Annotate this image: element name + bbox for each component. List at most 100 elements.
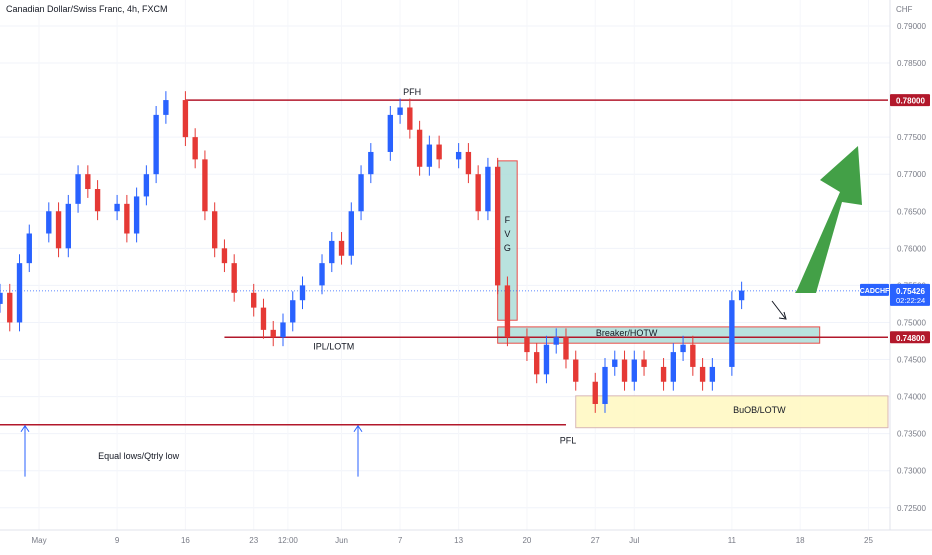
- candle-body: [602, 366, 608, 404]
- x-tick-label: 12:00: [278, 536, 299, 545]
- candle-body: [660, 366, 667, 382]
- candle-body: [407, 107, 413, 130]
- candle-body: [192, 137, 198, 160]
- candle-body: [94, 189, 101, 212]
- chart-title: Canadian Dollar/Swiss Franc, 4h, FXCM: [6, 4, 168, 14]
- y-tick-label: 0.74000: [897, 393, 926, 402]
- x-tick-label: 20: [522, 536, 531, 545]
- candle-body: [543, 344, 550, 375]
- y-tick-label: 0.76000: [897, 244, 926, 253]
- y-tick-label: 0.73500: [897, 430, 926, 439]
- candle-body: [563, 337, 569, 360]
- x-tick-label: 16: [181, 536, 190, 545]
- candle-body: [348, 211, 354, 256]
- candle-body: [280, 322, 286, 338]
- x-tick-label: 7: [398, 536, 403, 545]
- label-equal-lows: Equal lows/Qtrly low: [98, 451, 180, 461]
- candle-body: [573, 359, 579, 382]
- y-tick-label: 0.75000: [897, 318, 926, 327]
- price-tag-current: [890, 283, 930, 306]
- candle-body: [475, 174, 481, 212]
- x-tick-label: May: [31, 536, 46, 545]
- price-tag-countdown: 02:22:24: [896, 296, 925, 305]
- label-fvg-char: V: [504, 229, 510, 239]
- candle-body: [299, 285, 306, 301]
- price-tag-ipl: [890, 331, 930, 344]
- candle-body: [75, 174, 81, 204]
- candle-body: [670, 352, 677, 382]
- y-tick-label: 0.79000: [897, 22, 926, 31]
- candle-body: [436, 144, 442, 160]
- y-tick-label: 0.77000: [897, 170, 926, 179]
- candle-body: [465, 151, 472, 175]
- arrows: [20, 146, 862, 477]
- candle-body: [592, 381, 598, 404]
- x-tick-label: 25: [864, 536, 873, 545]
- candle-body: [211, 211, 218, 249]
- candle-body: [202, 159, 208, 212]
- candle-body: [553, 337, 559, 345]
- candle-body: [319, 263, 325, 286]
- candle-body: [143, 174, 150, 197]
- symbol-chip-text: CADCHF: [860, 288, 890, 295]
- symbol-chip: [860, 283, 889, 296]
- candle-body: [397, 107, 403, 115]
- candle-body: [485, 166, 491, 212]
- candle-body: [358, 174, 364, 212]
- candle-body: [26, 233, 32, 264]
- candle-body: [729, 300, 735, 367]
- candle-body: [504, 285, 511, 338]
- candle-body: [182, 100, 189, 138]
- candle-body: [231, 263, 237, 293]
- candle-body: [641, 359, 647, 367]
- equal-low-arrowhead: [20, 424, 30, 433]
- x-axis: May 9 16 23 12:00 Jun 7 13 20 27 Jul 11 18 25: [31, 536, 873, 545]
- candle-body: [153, 114, 159, 175]
- y-tick-label: 0.74500: [897, 356, 926, 365]
- x-tick-label: Jul: [629, 536, 639, 545]
- candle-body: [251, 292, 257, 308]
- candle-body: [0, 292, 3, 304]
- y-tick-label: 0.72500: [897, 504, 926, 513]
- candle-body: [338, 240, 345, 256]
- grid: [0, 25, 890, 509]
- zone-breaker-hotw: [497, 326, 821, 344]
- annotations: PFH IPL/LOTM PFL FVG Breaker/HOTW BuOB/LOTW Eq…: [98, 87, 786, 461]
- candle-body: [621, 359, 628, 382]
- x-tick-label: 27: [591, 536, 600, 545]
- candle-body: [65, 203, 71, 249]
- price-tag-pfh: [890, 94, 930, 107]
- candle-body: [85, 174, 91, 190]
- candle-body: [124, 203, 130, 234]
- candle-body: [494, 166, 501, 286]
- candle-body: [46, 211, 52, 234]
- x-tick-label: 18: [796, 536, 805, 545]
- x-tick-label: 11: [728, 536, 737, 545]
- candle-body: [260, 307, 267, 330]
- x-tick-label: Jun: [335, 536, 348, 545]
- candle-body: [738, 290, 745, 301]
- candle-body: [368, 151, 374, 175]
- candle-body: [631, 359, 637, 382]
- y-tick-label: 0.76500: [897, 207, 926, 216]
- axis-currency: CHF: [896, 5, 913, 14]
- x-tick-label: 9: [115, 536, 120, 545]
- candle-body: [221, 248, 228, 264]
- bullish-arrow: [795, 146, 862, 293]
- label-pfh: PFH: [403, 87, 421, 97]
- label-pfl: PFL: [560, 436, 577, 446]
- candle-body: [426, 144, 433, 167]
- candle-body: [114, 203, 120, 212]
- candles: [0, 91, 745, 413]
- candle-body: [709, 366, 716, 382]
- candle-body: [387, 114, 394, 152]
- candle-body: [290, 300, 296, 323]
- candle-body: [329, 240, 335, 264]
- x-tick-label: 23: [249, 536, 258, 545]
- x-tick-label: 13: [454, 536, 463, 545]
- candle-body: [612, 359, 618, 367]
- candle-body: [7, 292, 13, 323]
